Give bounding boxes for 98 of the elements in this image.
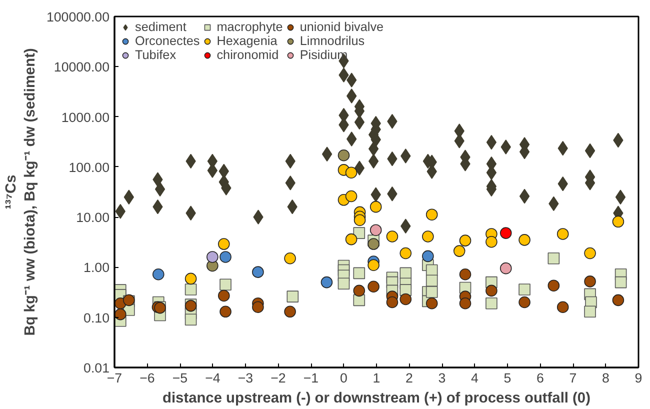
point <box>400 293 412 306</box>
point <box>500 262 512 274</box>
point <box>486 236 498 248</box>
point <box>368 259 380 272</box>
point <box>556 228 569 240</box>
x-tick-label: 3 <box>438 370 446 386</box>
point <box>518 296 530 308</box>
y-tick-label: 1.00 <box>84 260 110 276</box>
point <box>206 251 218 263</box>
x-tick-label: −2 <box>270 370 286 386</box>
point <box>486 284 498 297</box>
point <box>368 280 380 293</box>
point <box>345 233 358 246</box>
point <box>612 294 624 306</box>
point <box>500 227 512 239</box>
point <box>459 234 472 246</box>
legend-label: Hexagenia <box>216 34 278 48</box>
point <box>152 268 164 280</box>
point <box>584 247 596 260</box>
legend-label: unionid bivalve <box>300 20 384 34</box>
point <box>548 280 560 292</box>
x-tick-label: 7 <box>569 370 577 386</box>
point <box>426 286 438 298</box>
point <box>556 301 569 314</box>
point <box>426 274 438 287</box>
point <box>422 230 434 242</box>
point <box>252 266 264 278</box>
x-tick-label: 8 <box>602 370 610 386</box>
legend-label: Orconectes <box>135 34 200 48</box>
point <box>368 238 380 250</box>
point <box>345 166 358 179</box>
point <box>422 250 434 262</box>
y-tick-label: 0.01 <box>84 360 110 376</box>
point <box>370 200 382 213</box>
point <box>614 276 627 288</box>
point <box>518 284 530 296</box>
point <box>353 284 366 297</box>
x-axis-title: distance upstream (-) or downstream (+) of process outfall (0) <box>162 390 591 406</box>
point <box>220 278 232 291</box>
legend-label: Limnodrilus <box>300 34 365 48</box>
point <box>459 268 472 280</box>
y-tick-label: 1000.00 <box>61 110 110 125</box>
point <box>354 214 366 226</box>
point <box>612 216 624 228</box>
point <box>338 149 350 162</box>
x-tick-label: 1 <box>372 370 380 386</box>
point <box>286 290 299 302</box>
point <box>518 234 530 246</box>
x-tick-label: −6 <box>140 370 155 386</box>
point <box>338 278 350 290</box>
y-axis-title: ¹³⁷Cs Bq kg⁻¹ ww (biota), Bq kg⁻¹ dw (sediment) <box>3 48 38 336</box>
point <box>584 306 596 318</box>
y-tick-label: 10.00 <box>76 210 110 226</box>
legend-label: chironomid <box>216 48 279 62</box>
point <box>548 252 560 264</box>
y-tick-label: 100000.00 <box>46 10 110 24</box>
point <box>252 301 264 314</box>
point <box>486 297 498 310</box>
point <box>320 276 333 288</box>
point <box>453 245 466 257</box>
y-tick-label: 0.10 <box>84 310 110 326</box>
y-tick-label: 10000.00 <box>54 60 110 75</box>
x-tick-label: 0 <box>340 370 348 386</box>
point <box>353 227 366 239</box>
x-tick-label: −3 <box>238 370 254 386</box>
point <box>584 276 596 288</box>
point <box>345 190 358 202</box>
x-tick-label: 9 <box>634 370 642 386</box>
y-tick-label: 100.00 <box>68 160 110 175</box>
point <box>284 306 296 318</box>
x-tick-label: −1 <box>303 370 319 386</box>
point <box>370 224 382 236</box>
legend-label: macrophyte <box>216 20 283 34</box>
point <box>184 314 197 326</box>
point <box>220 306 232 318</box>
point <box>459 297 472 310</box>
point <box>353 267 366 280</box>
x-tick-label: 2 <box>406 370 413 386</box>
point <box>284 252 296 264</box>
point <box>220 251 232 263</box>
point <box>400 267 412 280</box>
x-tick-label: 4 <box>471 370 480 386</box>
point <box>218 238 230 250</box>
point <box>218 290 230 302</box>
point <box>426 208 438 220</box>
x-tick-label: 6 <box>536 370 544 386</box>
point <box>184 272 197 285</box>
point <box>114 308 126 320</box>
point <box>386 296 398 308</box>
x-tick-label: −4 <box>205 370 221 386</box>
legend-label: sediment <box>135 20 186 34</box>
point <box>426 297 438 310</box>
x-tick-label: 5 <box>504 370 512 386</box>
point <box>184 284 197 296</box>
x-tick-label: −5 <box>172 370 188 386</box>
point <box>386 230 398 242</box>
point <box>400 247 412 260</box>
legend-label: Tubifex <box>135 48 176 62</box>
